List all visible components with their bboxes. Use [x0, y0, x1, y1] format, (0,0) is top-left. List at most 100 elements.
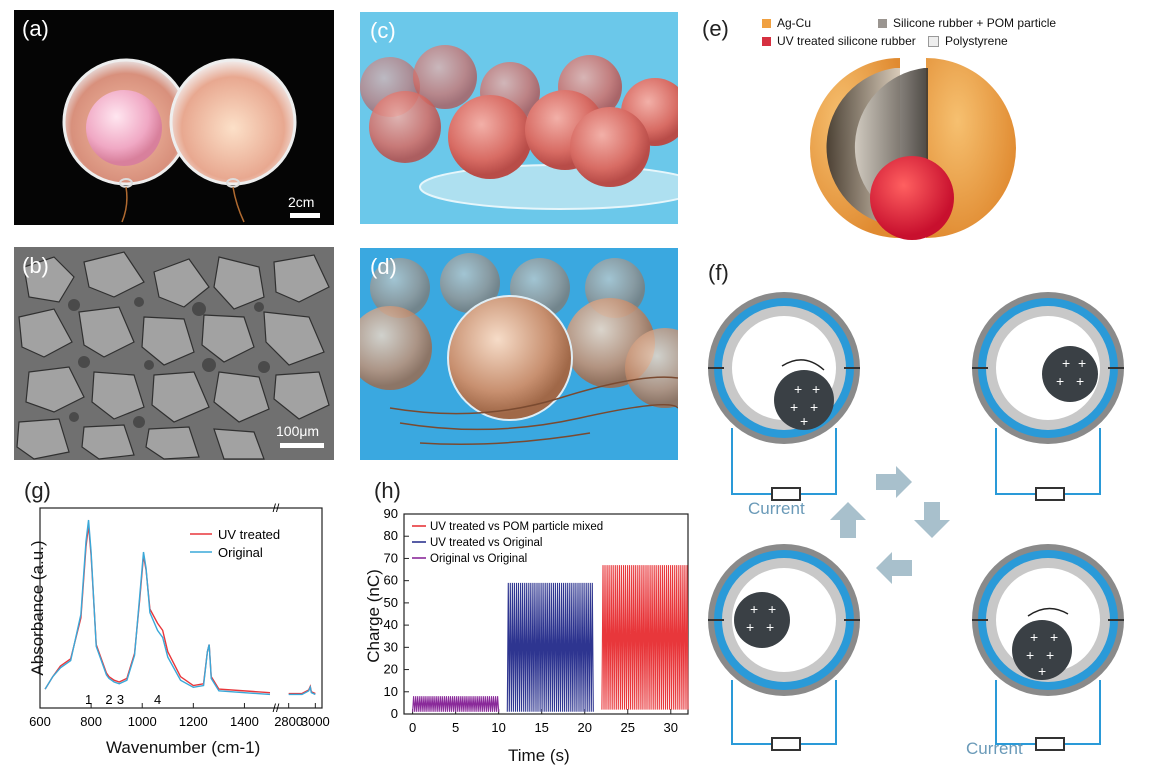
svg-text:+: +: [768, 601, 776, 617]
cycle-arrows: [830, 466, 950, 584]
svg-text:+: +: [1076, 373, 1084, 389]
axis-break-mark: //: [273, 501, 280, 515]
legend-label: UV treated vs POM particle mixed: [430, 521, 603, 533]
panel-d-photo: (d): [360, 248, 678, 460]
y-tick-label: 70: [384, 550, 398, 565]
x-axis-title: Time (s): [508, 746, 570, 765]
svg-text:+: +: [1050, 629, 1058, 645]
panel-e-schematic: (e) Ag-Cu Silicone rubber + POM particle…: [700, 10, 1150, 250]
legend-item-uv-treated: UV treated silicone rubber: [762, 34, 916, 48]
legend-swatch: [762, 36, 771, 46]
svg-text:+: +: [790, 399, 798, 415]
svg-text:+: +: [1046, 647, 1054, 663]
y-tick-label: 90: [384, 506, 398, 521]
x-tick-label: 800: [80, 714, 102, 729]
svg-text:+: +: [1030, 629, 1038, 645]
panel-label-g: (g): [24, 478, 51, 503]
peak-label: 3: [117, 692, 124, 707]
legend-label: Polystyrene: [945, 34, 1008, 48]
panel-b-sem-image: (b) 100μm: [14, 247, 334, 460]
y-tick-label: 40: [384, 617, 398, 632]
legend-item-silicone-pom: Silicone rubber + POM particle: [878, 16, 1056, 30]
y-axis-title: Absorbance (a.u.): [28, 540, 47, 676]
panel-g-ftir-chart: (g) 600 800 1000 1200 1400 2800 3000 // // 1 2 3 4 UV…: [6, 470, 346, 770]
y-tick-label: 60: [384, 573, 398, 588]
legend-swatch: [878, 18, 887, 28]
panel-label-b: (b): [22, 253, 49, 278]
x-tick-label: 1000: [128, 714, 157, 729]
svg-text:+: +: [1038, 663, 1046, 679]
panel-label-h: (h): [374, 478, 401, 503]
svg-text:+: +: [800, 413, 808, 429]
svg-text:+: +: [1062, 355, 1070, 371]
state-4-ring: + + + +: [708, 544, 860, 696]
scale-bar: [290, 213, 320, 218]
y-tick-label: 80: [384, 528, 398, 543]
legend-label: Ag-Cu: [777, 16, 812, 30]
cycle-diagram: + + + + + + + + + + + + +: [708, 292, 1124, 751]
legend-label: Original vs Original: [430, 553, 527, 565]
plot-frame: [403, 513, 689, 715]
x-tick-label: 5: [452, 720, 459, 735]
x-tick-label: 25: [621, 720, 635, 735]
legend-label: Silicone rubber + POM particle: [893, 16, 1057, 30]
panel-label-f: (f): [708, 260, 729, 285]
x-tick-label: 15: [534, 720, 548, 735]
panel-label-d: (d): [370, 254, 397, 279]
legend-swatch: [762, 18, 771, 28]
svg-text:+: +: [746, 619, 754, 635]
svg-text:+: +: [1056, 373, 1064, 389]
legend-item-ag-cu: Ag-Cu: [762, 16, 811, 30]
hemisphere-shells-illustration: [62, 58, 320, 223]
svg-text:+: +: [750, 601, 758, 617]
series-line-original: [44, 519, 271, 696]
y-axis-title: Charge (nC): [364, 569, 383, 663]
scale-bar: [280, 443, 324, 448]
peak-label: 2: [105, 692, 112, 707]
spheres-on-plate-illustration: [360, 45, 678, 210]
legend-label: UV treated silicone rubber: [777, 34, 916, 48]
current-label-left: Current: [748, 499, 805, 518]
x-tick-label: 30: [664, 720, 678, 735]
svg-text:+: +: [812, 381, 820, 397]
x-tick-label: 20: [577, 720, 591, 735]
plot-frame: [39, 507, 323, 709]
panel-label-e: (e): [702, 16, 729, 41]
y-tick-label: 20: [384, 662, 398, 677]
resistors: [771, 487, 1065, 751]
svg-text:+: +: [810, 399, 818, 415]
scale-bar-label: 2cm: [288, 194, 315, 210]
panel-c-photo: (c): [360, 12, 678, 224]
state-2-ring: + + + +: [972, 292, 1124, 444]
legend-swatch: [928, 35, 939, 47]
y-tick-label: 30: [384, 639, 398, 654]
x-tick-label: 10: [491, 720, 505, 735]
x-tick-label: 1400: [230, 714, 259, 729]
scale-bar-label: 100μm: [276, 423, 320, 439]
series-line-1: [506, 582, 594, 712]
legend-label: UV treated vs Original: [430, 537, 543, 549]
state-1-ring: + + + + +: [708, 292, 860, 444]
svg-text:+: +: [766, 619, 774, 635]
panel-label-a: (a): [22, 16, 49, 41]
charge-plot: 0 5 10 15 20 25 30 0 10 20 30 40 50 60 70 80 90 UV treate…: [384, 506, 689, 735]
panel-label-c: (c): [370, 18, 396, 43]
legend-item-polystyrene: Polystyrene: [928, 34, 1008, 48]
sphere-cutaway-illustration: [810, 58, 1016, 240]
series-line-0: [601, 565, 689, 710]
x-tick-label: 2800: [274, 714, 303, 729]
x-tick-label: 0: [409, 720, 416, 735]
x-axis-title: Wavenumber (cm-1): [106, 738, 261, 757]
y-tick-label: 50: [384, 595, 398, 610]
series-line-2: [412, 696, 500, 712]
svg-text:+: +: [1078, 355, 1086, 371]
x-tick-label: 3000: [301, 714, 330, 729]
legend-label: Original: [218, 545, 263, 560]
x-tick-label: 600: [29, 714, 51, 729]
axis-break-mark: //: [273, 701, 280, 715]
peak-label: 1: [85, 692, 92, 707]
legend-label: UV treated: [218, 527, 280, 542]
x-tick-label: 1200: [179, 714, 208, 729]
y-tick-label: 0: [391, 706, 398, 721]
